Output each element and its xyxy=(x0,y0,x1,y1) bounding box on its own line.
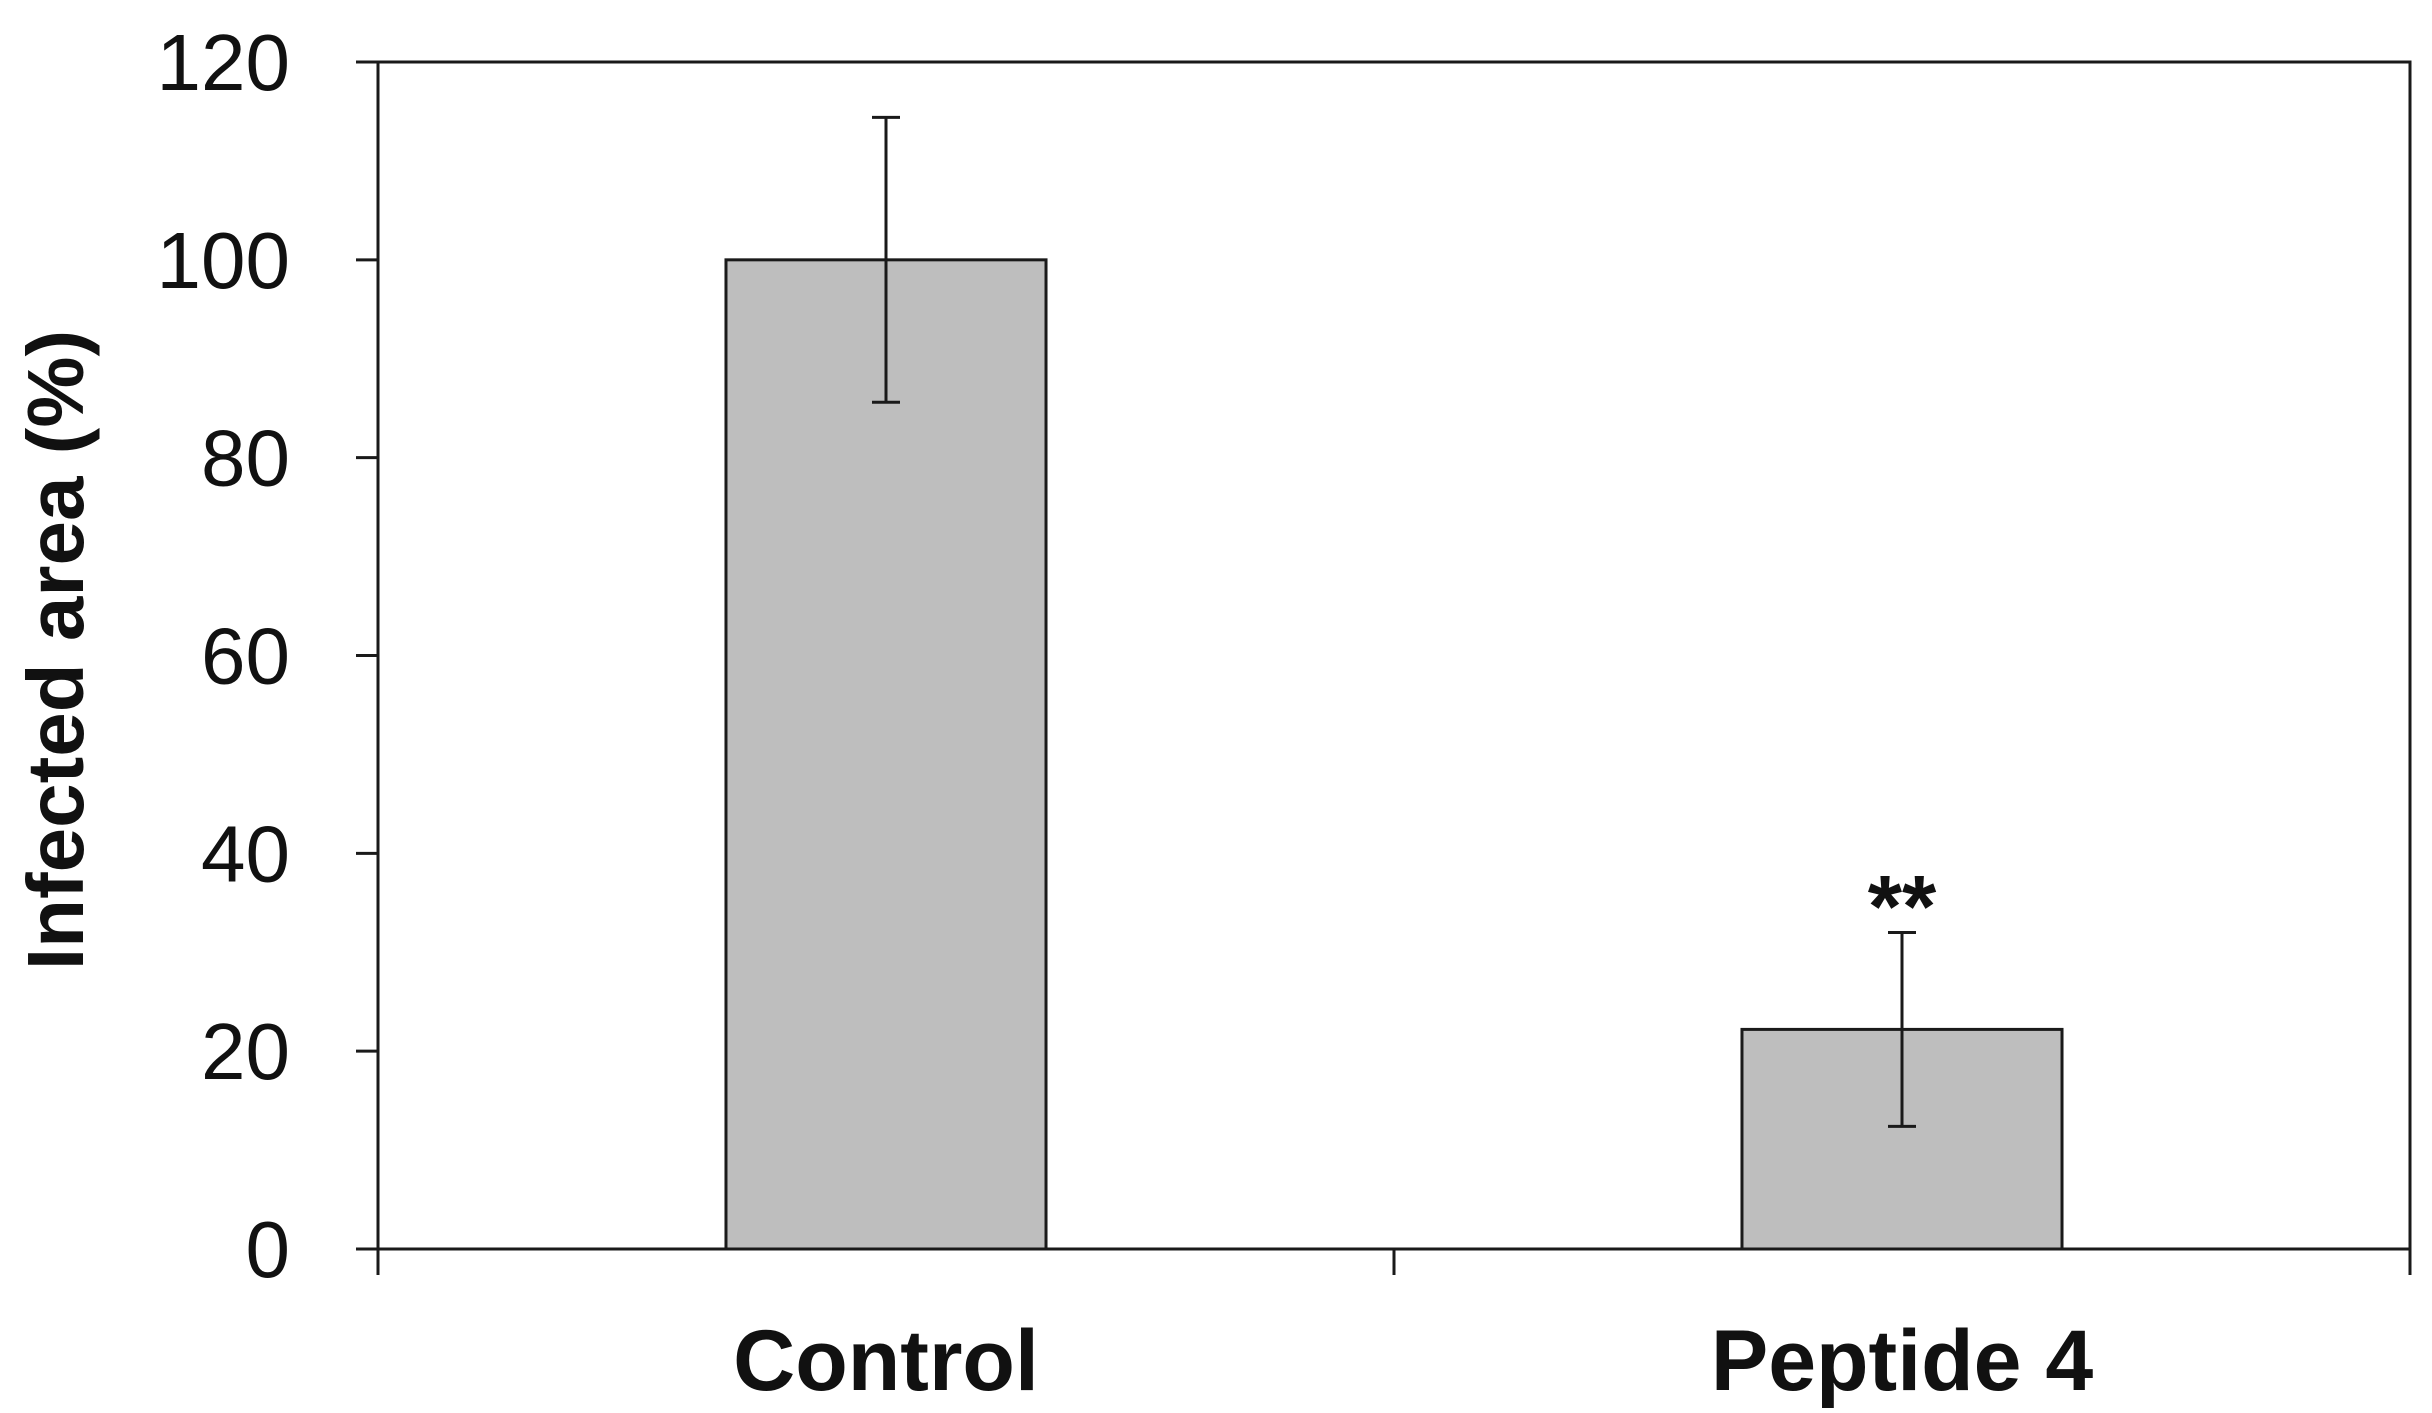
y-axis-title: Infected area (%) xyxy=(11,330,100,970)
y-tick-label: 0 xyxy=(246,1205,291,1294)
category-labels: Control Peptide 4 xyxy=(733,1313,2093,1409)
y-tick-label: 20 xyxy=(201,1007,290,1096)
y-tick-label: 120 xyxy=(157,18,290,107)
annotations: ** xyxy=(1868,856,1937,955)
category-label: Control xyxy=(733,1313,1039,1409)
bars xyxy=(724,258,2064,1251)
y-tick-label: 80 xyxy=(201,414,290,503)
plot-border xyxy=(376,60,2412,1251)
x-axis-ticks xyxy=(376,1249,2412,1275)
plot-frame xyxy=(376,60,2412,1251)
error-bars xyxy=(872,115,1916,1128)
y-tick-label: 40 xyxy=(201,809,290,898)
y-axis-ticks: 0 20 40 60 80 100 120 xyxy=(157,18,378,1294)
significance-label: ** xyxy=(1868,856,1937,955)
bar xyxy=(724,258,1048,1251)
category-label: Peptide 4 xyxy=(1711,1313,2094,1409)
y-tick-label: 60 xyxy=(201,612,290,701)
y-tick-label: 100 xyxy=(157,216,290,305)
